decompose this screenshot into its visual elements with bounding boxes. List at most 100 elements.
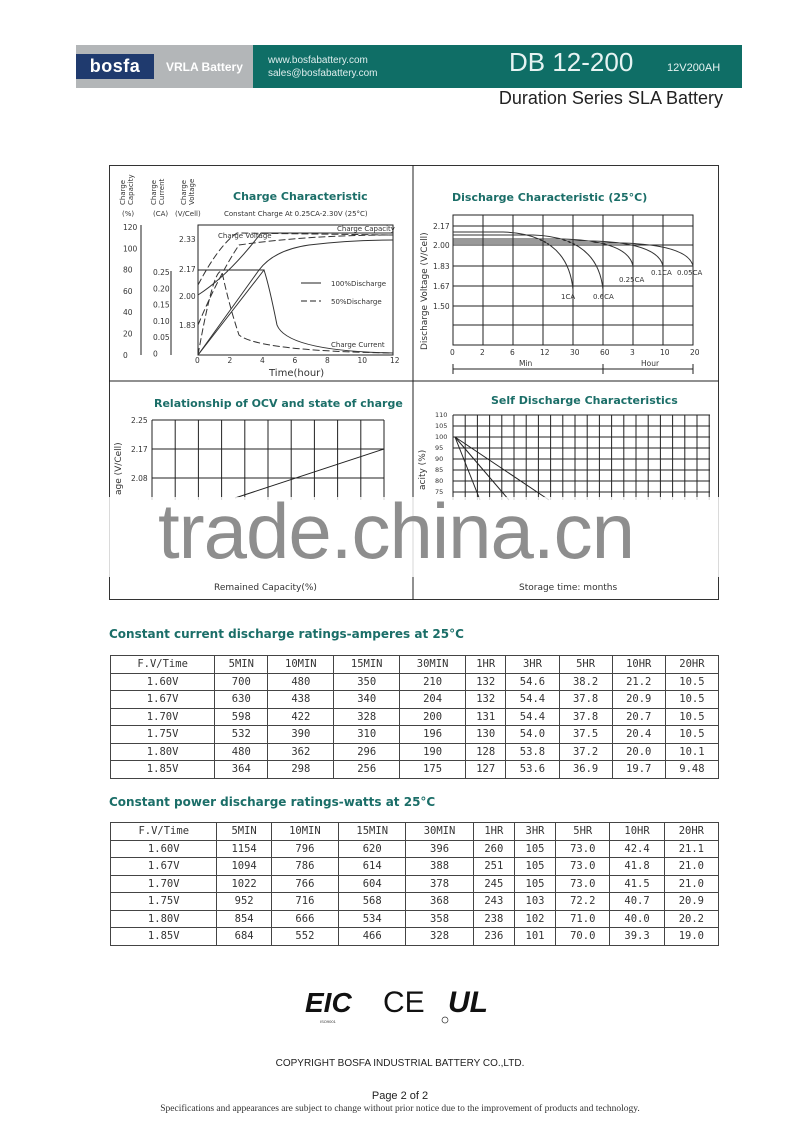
table-cell: 53.8: [505, 742, 560, 761]
table-cell: 20.4: [611, 725, 666, 744]
current-tick-label: 0.15: [153, 301, 170, 310]
table-cell: 1154: [216, 839, 272, 858]
row-voltage: 1.85V: [109, 760, 216, 779]
column-header: 20HR: [664, 655, 720, 674]
row-voltage: 1.75V: [109, 725, 216, 744]
email-link[interactable]: sales@bosfabattery.com: [268, 68, 378, 79]
capacity-tick-label: 120: [123, 223, 138, 232]
table-cell: 298: [267, 760, 335, 779]
charge-capacity-100-curve: [197, 239, 394, 356]
table-cell: 9.48: [664, 760, 720, 779]
table-cell: 72.2: [555, 892, 611, 911]
capacity-tick-label: 0: [123, 351, 128, 360]
self-x-label: Storage time: months: [519, 583, 618, 593]
table-cell: 132: [465, 672, 507, 691]
column-header: 30MIN: [405, 822, 474, 841]
discharge-x-tick: 30: [570, 348, 580, 357]
table-header-row: F.V/Time 5MIN 10MIN 15MIN 30MIN 1HR 3HR 5HR 10HR…: [109, 822, 720, 841]
hour-label: Hour: [641, 359, 660, 368]
column-header: 30MIN: [399, 655, 467, 674]
current-tick-label: 0.05: [153, 333, 170, 342]
discharge-y-tick: 1.83: [433, 262, 450, 271]
table-cell: 210: [399, 672, 467, 691]
table-cell: 42.4: [609, 839, 665, 858]
discharge-curve-1CA: [453, 231, 574, 291]
charge-current-100-curve: [197, 268, 394, 356]
discharge-y-tick: 1.67: [433, 282, 450, 291]
ocv-y-tick: 2.17: [131, 445, 148, 454]
charge-voltage-50-curve: [197, 232, 394, 286]
table-row: 1.60V 700 480 350 210 132 54.6 38.2 21.2 10.5: [109, 672, 720, 691]
table-cell: 786: [270, 857, 340, 876]
column-header: 15MIN: [338, 822, 407, 841]
column-header: 10MIN: [267, 655, 335, 674]
charge-axis-unit: (%): [122, 210, 134, 218]
current-tick-label: 0.25: [153, 268, 170, 277]
table-row: 1.70V 598 422 328 200 131 54.4 37.8 20.7 10.5: [109, 707, 720, 726]
table-cell: 132: [465, 690, 507, 709]
eic-logo-icon: EIC ISO9001: [305, 987, 352, 1024]
ocv-line: [234, 448, 385, 499]
table-cell: 238: [472, 909, 515, 928]
website-link[interactable]: www.bosfabattery.com: [268, 55, 368, 66]
charge-chart-title: Charge Characteristic: [233, 190, 368, 203]
product-line: VRLA Battery: [166, 60, 243, 74]
row-voltage: 1.67V: [109, 857, 218, 876]
table-cell: 854: [216, 909, 272, 928]
capacity-tick-label: 100: [123, 244, 138, 253]
contact-info: www.bosfabattery.com sales@bosfabattery.…: [268, 54, 377, 80]
table-cell: 19.0: [663, 927, 720, 946]
table-cell: 36.9: [558, 760, 613, 779]
table-row: 1.75V 952 716 568 368 243 103 72.2 40.7 20.9: [109, 892, 720, 911]
table-cell: 41.5: [609, 874, 665, 893]
charge-x-tick: 12: [390, 356, 400, 365]
table-cell: 54.6: [505, 672, 560, 691]
capacity-tick-label: 60: [123, 287, 133, 296]
table-cell: 73.0: [555, 874, 611, 893]
charge-chart-subtitle: Constant Charge At 0.25CA-2.30V (25°C): [224, 210, 368, 218]
table-cell: 245: [472, 874, 515, 893]
discharge-x-tick: 12: [540, 348, 550, 357]
column-header: 10HR: [609, 822, 665, 841]
discharge-series-label: 1CA: [561, 293, 575, 301]
self-y-label: acity (%): [418, 450, 428, 490]
table-cell: 175: [399, 760, 467, 779]
table-cell: 480: [267, 672, 335, 691]
table-cell: 10.5: [664, 707, 720, 726]
table-cell: 102: [513, 909, 557, 928]
disclaimer: Specifications and appearances are subje…: [160, 1104, 640, 1114]
table-cell: 1022: [216, 874, 272, 893]
table-cell: 20.2: [663, 909, 720, 928]
discharge-x-tick: 6: [510, 348, 515, 357]
self-y-tick: 75: [435, 488, 443, 496]
discharge-x-tick: 0: [450, 348, 455, 357]
table-cell: 362: [267, 742, 335, 761]
column-header: 5MIN: [214, 655, 269, 674]
table-cell: 604: [338, 874, 407, 893]
table-cell: 296: [333, 742, 401, 761]
table-cell: 105: [513, 839, 557, 858]
table-cell: 260: [472, 839, 515, 858]
row-voltage: 1.80V: [109, 909, 218, 928]
charge-current-50-curve: [197, 271, 394, 356]
table-cell: 20.9: [611, 690, 666, 709]
charge-capacity-50-curve: [197, 234, 394, 326]
charge-axis-unit: (V/Cell): [175, 210, 201, 218]
table-cell: 388: [405, 857, 474, 876]
row-voltage: 1.60V: [109, 839, 218, 858]
column-header: 10MIN: [270, 822, 340, 841]
table-cell: 328: [405, 927, 474, 946]
table-cell: 568: [338, 892, 407, 911]
table-cell: 20.0: [611, 742, 666, 761]
legend-100-discharge: 100%Discharge: [331, 280, 386, 288]
self-y-tick: 80: [435, 477, 443, 485]
voltage-tick-label: 2.17: [179, 265, 196, 274]
table-row: 1.70V 1022 766 604 378 245 105 73.0 41.5 21.0: [109, 874, 720, 893]
self-discharge-title: Self Discharge Characteristics: [491, 394, 678, 407]
table-cell: 10.5: [664, 672, 720, 691]
charge-x-tick: 10: [358, 356, 368, 365]
power-discharge-table: F.V/Time 5MIN 10MIN 15MIN 30MIN 1HR 3HR 5HR 10HR…: [109, 822, 720, 946]
table-row: 1.85V 684 552 466 328 236 101 70.0 39.3 19.0: [109, 927, 720, 946]
table-cell: 21.0: [663, 874, 720, 893]
charge-current-label: Charge Current: [331, 341, 385, 349]
